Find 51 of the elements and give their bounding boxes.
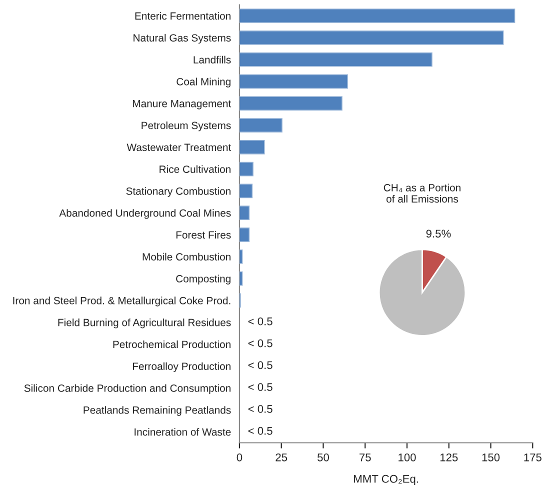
x-axis-title: MMT CO₂Eq. — [354, 474, 418, 485]
x-tick-label: 25 — [276, 453, 288, 462]
bar — [239, 206, 250, 220]
y-tick-label: Natural Gas Systems — [134, 34, 231, 44]
y-tick-label: Petroleum Systems — [142, 122, 231, 132]
y-tick-label: Incineration of Waste — [134, 428, 231, 436]
y-tick-label: Field Burning of Agricultural Residues — [58, 318, 231, 328]
bar — [239, 96, 342, 111]
text: < 0.5 — [248, 361, 272, 370]
bar — [239, 249, 243, 264]
y-tick-label: Rice Cultivation — [160, 165, 230, 173]
x-tick-label: 50 — [318, 453, 329, 462]
y-tick-label: Coal Mining — [176, 78, 230, 88]
y-tick-label: Manure Management — [132, 100, 232, 110]
data-label: 9.5% — [426, 230, 451, 238]
x-tick-label: 0 — [236, 453, 242, 462]
bar — [239, 118, 282, 132]
x-tick-label: 125 — [440, 453, 458, 462]
y-tick-label: Peatlands Remaining Peatlands — [84, 406, 231, 416]
bar — [239, 8, 516, 24]
bar — [239, 74, 348, 89]
bar — [239, 271, 243, 286]
y-tick-label: Landfills — [194, 56, 231, 64]
x-tick-label: 100 — [398, 453, 416, 462]
y-tick-label: Forest Fires — [176, 230, 231, 239]
y-tick-label: Enteric Fermentation — [135, 12, 230, 20]
y-tick-label: Stationary Combustion — [126, 187, 230, 197]
y-tick-label: Silicon Carbide Production and Consumption — [24, 384, 230, 394]
y-tick-label: Mobile Combustion — [142, 252, 230, 261]
text: < 0.5 — [248, 426, 272, 435]
bar — [239, 52, 432, 67]
y-tick-label: Composting — [176, 274, 230, 284]
text: < 0.5 — [248, 339, 272, 348]
y-tick-label: Wastewater Treatment — [126, 144, 232, 152]
x-tick-label: 75 — [360, 454, 371, 462]
chart-title: CH₄ as a Portion of all Emissions — [384, 184, 460, 203]
text: < 0.5 — [248, 405, 272, 413]
y-tick-label: Abandoned Underground Coal Mines — [59, 209, 231, 219]
text: < 0.5 — [248, 383, 272, 391]
text: < 0.5 — [248, 317, 272, 326]
y-tick-label: Iron and Steel Prod. & Metallurgical Coke Prod. — [13, 296, 230, 306]
bar — [239, 228, 250, 242]
bar — [239, 162, 254, 176]
y-tick-label: Ferroalloy Production — [133, 362, 230, 372]
pie-slice — [378, 248, 466, 336]
y-tick-label: Petrochemical Production — [113, 340, 230, 348]
bar — [239, 184, 253, 198]
x-tick-label: 150 — [482, 453, 500, 462]
x-tick-label: 175 — [524, 454, 542, 462]
bar — [239, 140, 265, 154]
bar — [239, 30, 504, 45]
